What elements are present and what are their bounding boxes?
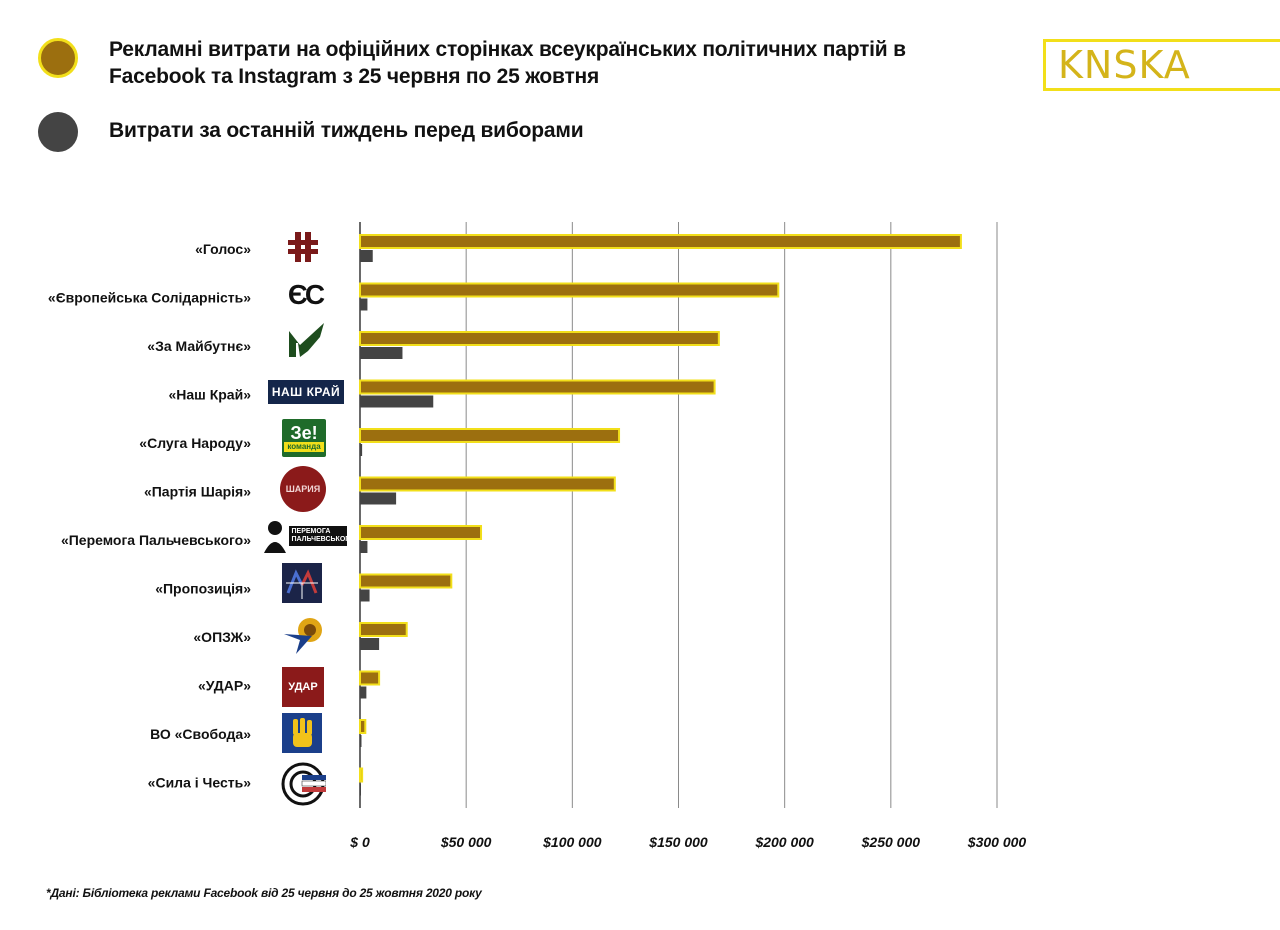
bar-total (359, 573, 453, 589)
nash-krai-logo-text: НАШ КРАЙ (271, 385, 341, 399)
bar-total (359, 234, 962, 249)
udar-logo-text: УДАР (288, 681, 318, 693)
x-tick-label: $ 0 (349, 834, 370, 850)
bar-week (360, 686, 367, 699)
category-label: «Слуга Народу» (139, 435, 251, 451)
legend-swatch-total (38, 38, 78, 78)
category-label: «Партія Шарія» (144, 484, 251, 500)
category-label: ВО «Свобода» (150, 726, 251, 742)
legend-swatch-week (38, 112, 78, 152)
es-logo: ЄС (282, 278, 328, 312)
legend-item-total: Рекламні витрати на офіційних сторінках … (38, 38, 959, 90)
palchevsky-logo: ПЕРЕМОГА ПАЛЬЧЕВСЬКОГО (262, 519, 355, 553)
bar-week (360, 395, 434, 408)
palchevsky-portrait-icon (263, 521, 286, 553)
bar-total (359, 767, 364, 783)
x-tick-label: $50 000 (440, 834, 492, 850)
syla-i-chest-mark-icon (281, 762, 326, 806)
shariy-logo: ШАРИЯ (280, 466, 326, 512)
bar-week (360, 347, 403, 359)
x-tick-label: $150 000 (648, 834, 708, 850)
sluha-narodu-logo-text: Зе! (290, 423, 318, 443)
category-label: «Перемога Пальчевського» (61, 532, 251, 548)
category-label: «За Майбутнє» (147, 338, 251, 354)
legend-label-total: Рекламні витрати на офіційних сторінках … (109, 38, 906, 88)
sluha-narodu-logo: Зе! команда (282, 419, 326, 457)
svoboda-hand-icon (293, 718, 312, 747)
footnote: *Дані: Бібліотека реклами Facebook від 2… (46, 886, 482, 900)
category-label: «Сила і Честь» (148, 775, 252, 791)
bar-week (360, 541, 368, 553)
category-label: «Голос» (195, 241, 251, 257)
propozytsiia-mark-icon (286, 569, 318, 599)
udar-logo: УДАР (282, 667, 324, 707)
x-tick-label: $250 000 (861, 834, 921, 850)
opzzh-logo (282, 612, 326, 656)
bar-total (359, 282, 780, 298)
golos-mark-icon (288, 232, 318, 262)
palchevsky-logo-text: ПЕРЕМОГА ПАЛЬЧЕВСЬКОГО (288, 526, 355, 546)
category-label: «Європейська Солідарність» (48, 290, 251, 306)
es-logo-text: ЄС (287, 279, 325, 310)
legend-item-week: Витрати за останній тиждень перед вибора… (38, 112, 584, 152)
bar-week (360, 250, 373, 262)
bar-week (360, 735, 362, 747)
bar-total (359, 525, 483, 540)
bar-week (360, 589, 370, 602)
bar-total (359, 428, 621, 443)
syla-i-chest-logo (280, 761, 326, 807)
sluha-narodu-logo-subtext: команда (284, 442, 324, 452)
svoboda-logo (282, 713, 322, 753)
bar-week (360, 444, 363, 456)
golos-logo (284, 228, 322, 266)
za-maibutne-mark-icon (289, 323, 324, 357)
bar-total (359, 622, 408, 637)
x-tick-label: $300 000 (967, 834, 1027, 850)
bar-week (360, 783, 361, 796)
opzzh-sunflower-icon (284, 618, 322, 654)
bar-total (359, 379, 716, 395)
propozytsiia-logo (282, 563, 322, 603)
bar-week (360, 492, 397, 505)
brand-logo: KNSKA (1043, 39, 1280, 91)
category-label: «Наш Край» (168, 387, 251, 403)
shariy-logo-text: ШАРИЯ (285, 484, 321, 494)
bar-total (359, 331, 720, 346)
bar-week (360, 638, 380, 650)
bar-total (359, 719, 367, 734)
za-maibutne-logo (286, 321, 328, 359)
nash-krai-logo: НАШ КРАЙ (268, 380, 344, 404)
bar-total (359, 670, 381, 686)
bar-total (359, 476, 616, 492)
brand-name: KNSKA (1058, 43, 1191, 87)
legend-label-week: Витрати за останній тиждень перед вибора… (109, 119, 584, 142)
category-label: «УДАР» (198, 678, 251, 694)
x-tick-label: $100 000 (542, 834, 602, 850)
bar-week (360, 298, 368, 311)
category-label: «ОПЗЖ» (193, 629, 251, 645)
x-tick-label: $200 000 (754, 834, 814, 850)
category-label: «Пропозиція» (155, 581, 251, 597)
